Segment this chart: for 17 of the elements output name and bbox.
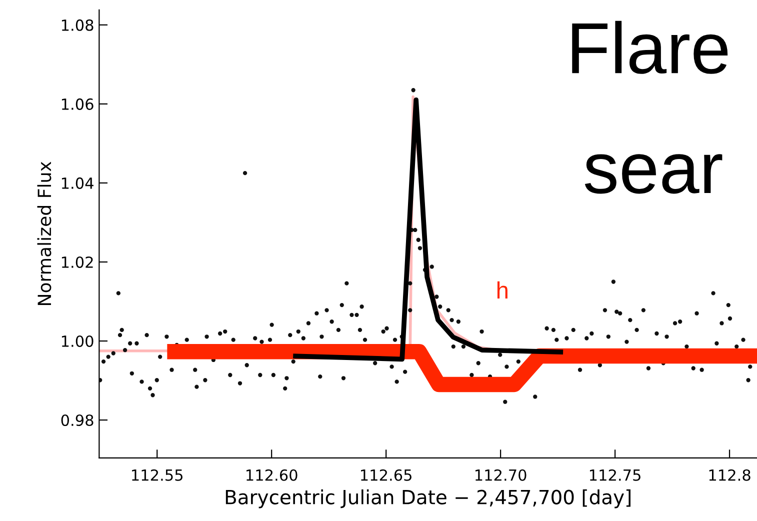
x-tick-label: 112.60 — [246, 469, 298, 481]
x-tick-label: 112.70 — [476, 469, 526, 481]
annotation: Flare — [572, 20, 728, 74]
x-tick-label: 112.75 — [590, 469, 640, 481]
x-tick-label: 112.8 — [709, 469, 750, 481]
y-tick-label: 1.04 — [62, 177, 94, 189]
x-tick-label: 112.55 — [132, 469, 182, 481]
y-tick-label: 1.06 — [62, 98, 94, 110]
x-tick-label: 112.65 — [361, 469, 412, 481]
y-tick-label: 0.98 — [61, 414, 94, 426]
y-tick-label: 1.08 — [62, 19, 94, 31]
y-tick-label: 1.00 — [62, 335, 94, 348]
x-axis-title: Barycentric Julian Date − 2,457,700 [day] — [226, 489, 630, 508]
annotation: h — [497, 281, 508, 298]
y-tick-label: 1.02 — [62, 256, 93, 268]
y-axis-title: Normalized Flux — [37, 162, 52, 305]
annotation: sear — [584, 154, 722, 194]
